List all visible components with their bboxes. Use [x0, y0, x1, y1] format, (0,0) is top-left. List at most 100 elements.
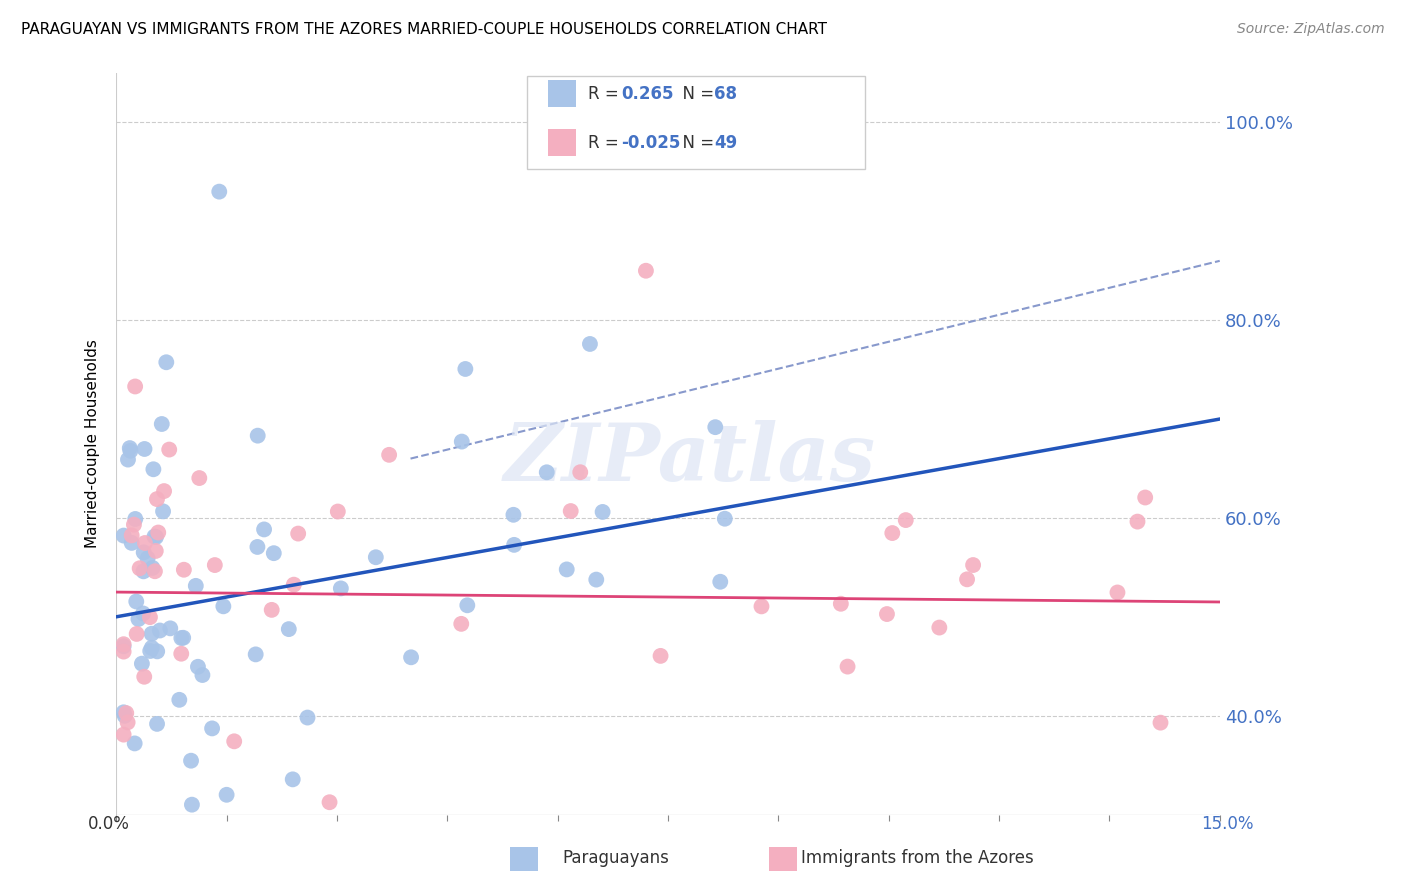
- Point: [585, 573, 607, 587]
- Point: [650, 648, 672, 663]
- Point: [114, 708, 136, 723]
- Point: [894, 513, 917, 527]
- Point: [112, 645, 135, 659]
- Point: [560, 504, 582, 518]
- Point: [1149, 715, 1171, 730]
- Point: [141, 561, 163, 575]
- Point: [704, 420, 727, 434]
- Point: [184, 579, 207, 593]
- Point: [143, 530, 166, 544]
- Point: [201, 722, 224, 736]
- Point: [150, 417, 173, 431]
- Text: 49: 49: [714, 134, 738, 152]
- Point: [378, 448, 401, 462]
- Point: [112, 706, 135, 720]
- Point: [121, 528, 143, 542]
- Point: [456, 599, 478, 613]
- Point: [115, 706, 138, 720]
- Point: [634, 264, 657, 278]
- Point: [117, 715, 139, 730]
- Point: [450, 434, 472, 449]
- Point: [454, 362, 477, 376]
- Text: PARAGUAYAN VS IMMIGRANTS FROM THE AZORES MARRIED-COUPLE HOUSEHOLDS CORRELATION C: PARAGUAYAN VS IMMIGRANTS FROM THE AZORES…: [21, 22, 827, 37]
- Point: [142, 462, 165, 476]
- Point: [281, 772, 304, 787]
- Point: [830, 597, 852, 611]
- Point: [277, 622, 299, 636]
- Point: [124, 379, 146, 393]
- Point: [364, 550, 387, 565]
- Point: [152, 504, 174, 518]
- Point: [297, 710, 319, 724]
- Y-axis label: Married-couple Households: Married-couple Households: [86, 339, 100, 549]
- Point: [121, 536, 143, 550]
- Point: [246, 540, 269, 554]
- Point: [149, 624, 172, 638]
- Point: [263, 546, 285, 560]
- Point: [181, 797, 204, 812]
- Point: [139, 644, 162, 658]
- Point: [143, 564, 166, 578]
- Point: [224, 734, 246, 748]
- Point: [882, 526, 904, 541]
- Point: [1135, 491, 1157, 505]
- Point: [187, 660, 209, 674]
- Point: [132, 607, 155, 621]
- Text: N =: N =: [672, 85, 720, 103]
- Text: -0.025: -0.025: [621, 134, 681, 152]
- Point: [134, 670, 156, 684]
- Point: [253, 523, 276, 537]
- Point: [837, 659, 859, 673]
- Point: [112, 728, 135, 742]
- Point: [212, 599, 235, 614]
- Point: [124, 736, 146, 750]
- Text: 0.265: 0.265: [621, 85, 673, 103]
- Point: [172, 631, 194, 645]
- Point: [709, 574, 731, 589]
- Point: [141, 626, 163, 640]
- Point: [124, 512, 146, 526]
- Point: [191, 668, 214, 682]
- Point: [579, 337, 602, 351]
- Text: Source: ZipAtlas.com: Source: ZipAtlas.com: [1237, 22, 1385, 37]
- Point: [112, 637, 135, 651]
- Point: [246, 428, 269, 442]
- Point: [141, 640, 163, 655]
- Point: [956, 572, 979, 586]
- Point: [503, 538, 526, 552]
- Point: [145, 530, 167, 544]
- Point: [170, 631, 193, 645]
- Point: [128, 561, 150, 575]
- Point: [127, 612, 149, 626]
- Point: [751, 599, 773, 614]
- Point: [928, 621, 950, 635]
- Point: [157, 442, 180, 457]
- Text: ZIPatlas: ZIPatlas: [503, 420, 876, 498]
- Point: [326, 504, 349, 518]
- Text: R =: R =: [588, 134, 624, 152]
- Point: [125, 594, 148, 608]
- Point: [399, 650, 422, 665]
- Point: [148, 525, 170, 540]
- Point: [136, 551, 159, 566]
- Point: [1107, 585, 1129, 599]
- Point: [159, 621, 181, 635]
- Text: Paraguayans: Paraguayans: [562, 849, 669, 867]
- Text: 68: 68: [714, 85, 737, 103]
- Point: [204, 558, 226, 572]
- Point: [208, 185, 231, 199]
- Point: [120, 443, 142, 458]
- Point: [117, 452, 139, 467]
- Point: [536, 465, 558, 479]
- Point: [450, 616, 472, 631]
- Point: [173, 563, 195, 577]
- Point: [146, 644, 169, 658]
- Text: 0.0%: 0.0%: [89, 814, 129, 832]
- Point: [134, 442, 156, 456]
- Point: [260, 603, 283, 617]
- Point: [962, 558, 984, 572]
- Point: [569, 465, 592, 479]
- Point: [112, 640, 135, 654]
- Point: [132, 565, 155, 579]
- Point: [155, 355, 177, 369]
